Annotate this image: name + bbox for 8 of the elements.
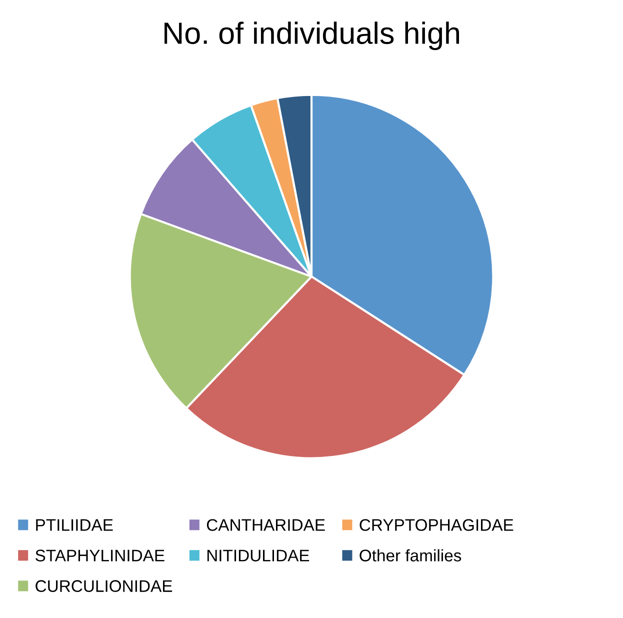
legend-label: NITIDULIDAE: [207, 550, 310, 562]
legend-label: STAPHYLINIDAE: [36, 550, 164, 562]
legend-label: CANTHARIDAE: [206, 519, 325, 531]
legend-label: PTILIIDAE: [36, 519, 113, 531]
legend-label: Other families: [360, 549, 462, 562]
legend-label: CURCULIONIDAE: [36, 580, 172, 592]
chart-title: No. of individuals high: [164, 22, 459, 50]
legend-label: CRYPTOPHAGIDAE: [360, 519, 514, 531]
